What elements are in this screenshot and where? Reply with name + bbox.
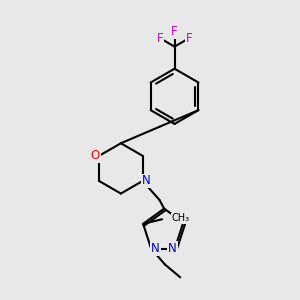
Text: N: N	[142, 175, 151, 188]
Text: O: O	[91, 149, 100, 162]
Text: N: N	[168, 242, 177, 255]
Text: F: F	[171, 25, 178, 38]
Text: F: F	[186, 32, 193, 44]
Text: N: N	[152, 242, 160, 255]
Text: CH₃: CH₃	[171, 213, 190, 223]
Text: F: F	[157, 32, 163, 44]
